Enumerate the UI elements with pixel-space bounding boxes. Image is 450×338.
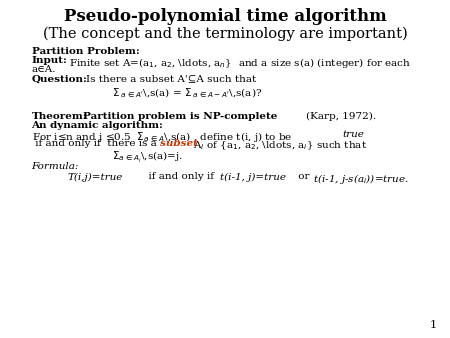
Text: a∈A.: a∈A. xyxy=(32,65,56,74)
Text: $\Sigma_{a\,\in A_i}$\,s(a)=j.: $\Sigma_{a\,\in A_i}$\,s(a)=j. xyxy=(112,150,184,166)
Text: if and only if: if and only if xyxy=(142,172,217,182)
Text: true: true xyxy=(342,130,364,139)
Text: Is there a subset A'⊆A such that: Is there a subset A'⊆A such that xyxy=(86,74,256,83)
Text: For i≤n and j ≤0.5  $\Sigma_{a\,\in A}$\,s(a) , define t(i, j) to be: For i≤n and j ≤0.5 $\Sigma_{a\,\in A}$\,… xyxy=(32,130,293,144)
Text: subset: subset xyxy=(160,139,198,148)
Text: or: or xyxy=(295,172,313,182)
Text: t(i-1, j-s(a$_i$))=true.: t(i-1, j-s(a$_i$))=true. xyxy=(313,172,409,186)
Text: (Karp, 1972).: (Karp, 1972). xyxy=(306,112,376,121)
Text: Theorem:: Theorem: xyxy=(32,112,87,121)
Text: T(i,j)=true: T(i,j)=true xyxy=(68,172,123,182)
Text: if and only if  there is a: if and only if there is a xyxy=(32,139,159,148)
Text: Partition Problem:: Partition Problem: xyxy=(32,47,139,56)
Text: (The concept and the terminology are important): (The concept and the terminology are imp… xyxy=(43,27,407,42)
Text: A$_i$ of {a$_1$, a$_2$, \ldots, a$_i$} such that: A$_i$ of {a$_1$, a$_2$, \ldots, a$_i$} s… xyxy=(193,139,367,151)
Text: 1: 1 xyxy=(429,319,436,330)
Text: t(i-1, j)=true: t(i-1, j)=true xyxy=(220,172,286,182)
Text: Question:: Question: xyxy=(32,74,87,83)
Text: An dynamic algorithm:: An dynamic algorithm: xyxy=(32,121,163,130)
Text: Input:: Input: xyxy=(32,56,68,65)
Text: Pseudo-polynomial time algorithm: Pseudo-polynomial time algorithm xyxy=(63,8,387,25)
Text: Finite set A=(a$_1$, a$_2$, \ldots, a$_n$}  and a size s(a) (integer) for each: Finite set A=(a$_1$, a$_2$, \ldots, a$_n… xyxy=(69,56,411,70)
Text: Partition problem is NP-complete: Partition problem is NP-complete xyxy=(83,112,278,121)
Text: Formula:: Formula: xyxy=(32,162,79,171)
Text: $\Sigma\,_{a\,\in A'}$\,s(a) = $\Sigma\,_{a\,\in A-A'}$\,s(a)?: $\Sigma\,_{a\,\in A'}$\,s(a) = $\Sigma\,… xyxy=(112,86,263,100)
